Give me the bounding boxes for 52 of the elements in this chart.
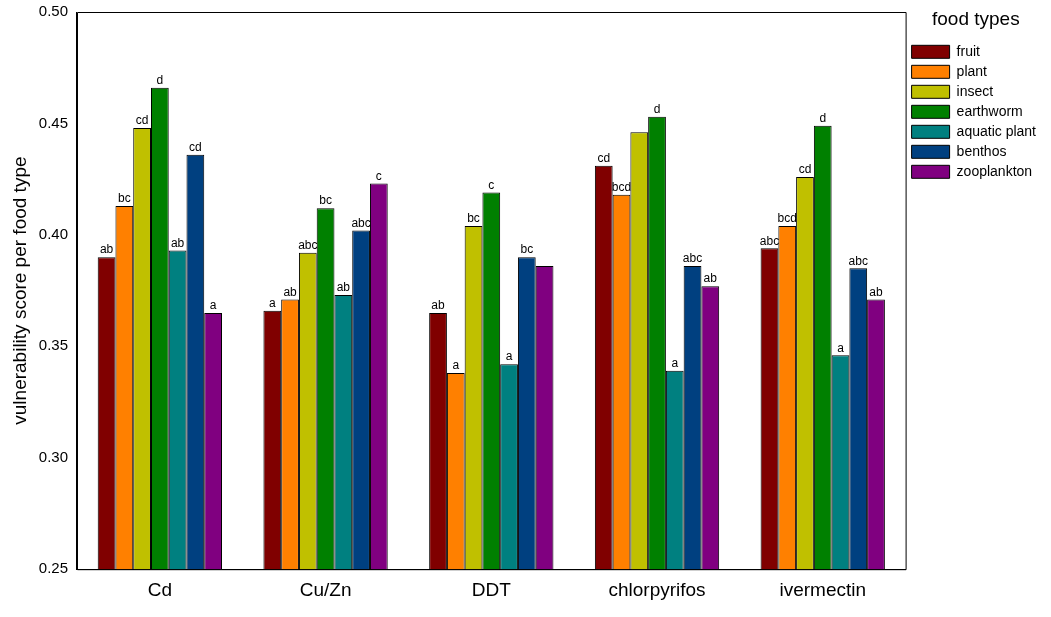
x-tick-label: Cd (147, 578, 172, 600)
data-label: bc (118, 191, 131, 206)
x-tick-label: Cu/Zn (299, 578, 352, 600)
data-label: ab (336, 280, 351, 295)
data-label: c (488, 177, 495, 192)
y-tick-label: 0.50 (38, 2, 68, 20)
y-tick-label: 0.35 (38, 336, 68, 354)
data-label: a (452, 358, 460, 373)
legend-label: zooplankton (956, 162, 1033, 179)
data-label: cd (597, 151, 611, 166)
data-label: bcd (611, 180, 632, 195)
y-axis-title: vulnerability score per food type (8, 156, 30, 425)
legend-label: earthworm (956, 102, 1023, 119)
data-label: ab (703, 271, 718, 286)
data-label: d (653, 102, 661, 117)
legend-label: plant (956, 62, 988, 79)
data-label: d (819, 110, 827, 125)
data-label: bcd (777, 211, 797, 226)
data-label: cd (135, 113, 149, 128)
x-tick-label: chlorpyrifos (608, 578, 706, 600)
data-label: a (837, 340, 845, 355)
data-label: ab (99, 242, 114, 257)
y-tick-label: 0.25 (38, 559, 68, 577)
y-tick-label: 0.40 (38, 225, 68, 243)
data-label: ab (869, 284, 884, 299)
y-tick-label: 0.45 (38, 113, 68, 131)
data-label: c (375, 168, 382, 183)
data-label: bc (520, 242, 534, 257)
legend-label: insect (956, 82, 994, 99)
data-label: a (505, 349, 513, 364)
data-label: ab (431, 298, 446, 313)
x-tick-label: DDT (471, 578, 512, 600)
legend-label: fruit (956, 42, 981, 59)
data-label: a (209, 298, 217, 313)
legend-title: food types (931, 7, 1020, 29)
data-label: ab (283, 284, 298, 299)
data-label: abc (682, 251, 703, 266)
y-tick-label: 0.30 (38, 447, 68, 465)
data-label: abc (298, 238, 318, 253)
data-label: ab (170, 235, 185, 250)
x-tick-label: ivermectin (779, 578, 867, 600)
data-label: cd (189, 139, 202, 154)
data-label: cd (798, 162, 812, 177)
legend-label: aquatic plant (956, 122, 1037, 139)
data-label: d (156, 73, 164, 88)
data-label: a (671, 356, 679, 371)
data-label: a (268, 295, 276, 310)
data-label: bc (467, 211, 480, 226)
legend-label: benthos (956, 142, 1007, 159)
data-label: abc (848, 253, 868, 268)
data-label: bc (319, 193, 332, 208)
data-label: abc (759, 233, 780, 248)
